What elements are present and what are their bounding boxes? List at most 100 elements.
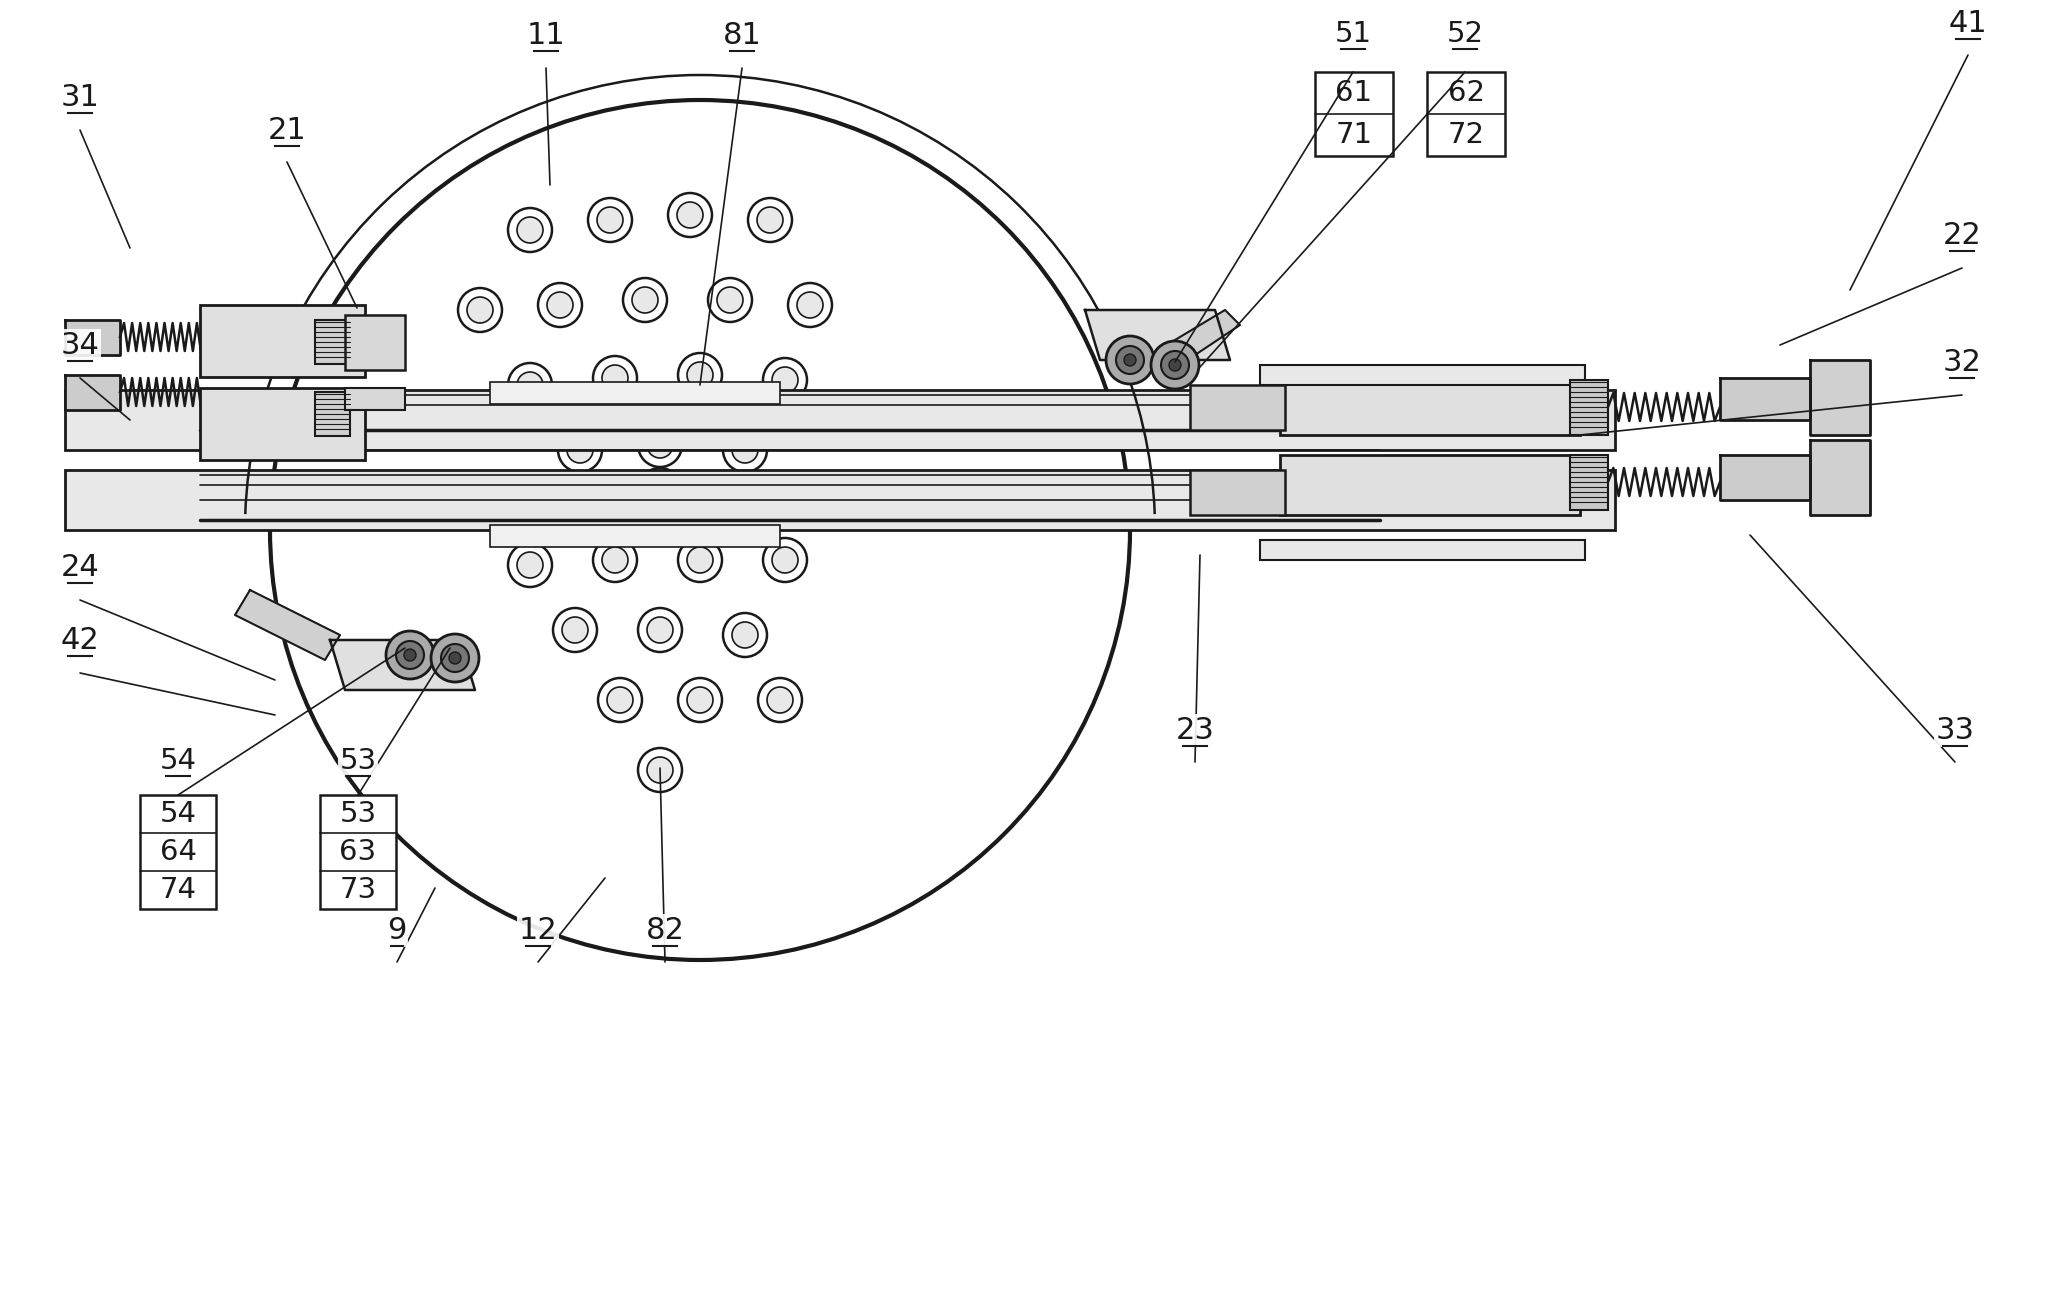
Circle shape	[749, 198, 792, 242]
Circle shape	[638, 468, 681, 512]
Circle shape	[552, 473, 597, 516]
Text: 22: 22	[1942, 221, 1981, 250]
Bar	[1281, 455, 1580, 515]
Text: 72: 72	[1447, 121, 1485, 148]
Bar	[201, 388, 364, 460]
Circle shape	[602, 365, 628, 392]
Circle shape	[687, 547, 712, 573]
Circle shape	[593, 356, 636, 399]
Circle shape	[638, 748, 681, 792]
Polygon shape	[1811, 440, 1870, 515]
Text: 51: 51	[1334, 20, 1371, 49]
Circle shape	[767, 687, 794, 714]
Circle shape	[518, 372, 542, 398]
Circle shape	[763, 357, 806, 402]
Circle shape	[622, 279, 667, 322]
Text: 11: 11	[526, 21, 565, 50]
Circle shape	[397, 641, 424, 669]
Circle shape	[647, 618, 673, 643]
Text: 64: 64	[160, 838, 196, 866]
Bar	[1191, 385, 1285, 430]
Bar	[1260, 365, 1586, 385]
Polygon shape	[65, 374, 121, 410]
Bar	[201, 305, 364, 377]
Bar	[315, 392, 350, 436]
Bar	[1426, 72, 1506, 156]
Text: 23: 23	[1176, 716, 1215, 745]
Circle shape	[270, 100, 1129, 961]
Circle shape	[567, 438, 593, 463]
Polygon shape	[1721, 378, 1811, 420]
Circle shape	[1168, 359, 1181, 371]
Circle shape	[1107, 336, 1154, 384]
Circle shape	[1115, 346, 1144, 374]
Circle shape	[507, 208, 552, 252]
Circle shape	[466, 297, 493, 323]
Bar	[319, 795, 397, 909]
Circle shape	[608, 687, 632, 714]
Circle shape	[732, 622, 757, 648]
Circle shape	[1160, 351, 1189, 378]
Text: 24: 24	[61, 553, 100, 582]
Text: 33: 33	[1936, 716, 1974, 745]
Circle shape	[788, 283, 833, 327]
Circle shape	[477, 487, 503, 512]
Circle shape	[763, 537, 806, 582]
Bar	[1281, 374, 1580, 435]
Circle shape	[559, 428, 602, 472]
Circle shape	[771, 367, 798, 393]
Bar	[65, 390, 1614, 449]
Text: 54: 54	[160, 746, 196, 775]
Polygon shape	[1084, 310, 1230, 360]
Circle shape	[677, 202, 704, 229]
Circle shape	[469, 478, 512, 522]
Circle shape	[647, 757, 673, 783]
Text: 21: 21	[268, 116, 307, 145]
Bar	[1569, 380, 1608, 435]
Circle shape	[587, 198, 632, 242]
Bar	[1316, 72, 1393, 156]
Bar	[65, 470, 1614, 530]
Circle shape	[546, 292, 573, 318]
Circle shape	[757, 678, 802, 721]
Circle shape	[667, 193, 712, 237]
Circle shape	[1123, 353, 1136, 367]
Text: 61: 61	[1336, 79, 1373, 106]
Text: 73: 73	[340, 876, 376, 904]
Bar	[489, 382, 780, 403]
Circle shape	[716, 286, 743, 313]
Circle shape	[448, 652, 460, 664]
Circle shape	[677, 537, 722, 582]
Circle shape	[677, 353, 722, 397]
Bar	[315, 321, 350, 364]
Polygon shape	[65, 321, 121, 355]
Bar	[1260, 540, 1586, 560]
Circle shape	[798, 292, 822, 318]
Circle shape	[647, 477, 673, 503]
Circle shape	[507, 543, 552, 587]
Circle shape	[771, 547, 798, 573]
Text: 53: 53	[340, 800, 376, 828]
Polygon shape	[1811, 360, 1870, 435]
Text: 31: 31	[61, 83, 100, 112]
Circle shape	[518, 217, 542, 243]
Circle shape	[677, 678, 722, 721]
Circle shape	[722, 428, 767, 472]
Text: 12: 12	[518, 916, 557, 945]
Circle shape	[563, 482, 587, 509]
Circle shape	[647, 432, 673, 459]
Text: 74: 74	[160, 876, 196, 904]
Circle shape	[597, 208, 622, 233]
Bar	[346, 388, 405, 410]
Circle shape	[757, 208, 784, 233]
Text: 63: 63	[340, 838, 376, 866]
Text: 82: 82	[647, 916, 685, 945]
Circle shape	[563, 618, 587, 643]
Circle shape	[432, 633, 479, 682]
Circle shape	[732, 438, 757, 463]
Circle shape	[602, 547, 628, 573]
Bar	[139, 795, 217, 909]
Circle shape	[593, 537, 636, 582]
Circle shape	[403, 649, 415, 661]
Circle shape	[687, 361, 712, 388]
